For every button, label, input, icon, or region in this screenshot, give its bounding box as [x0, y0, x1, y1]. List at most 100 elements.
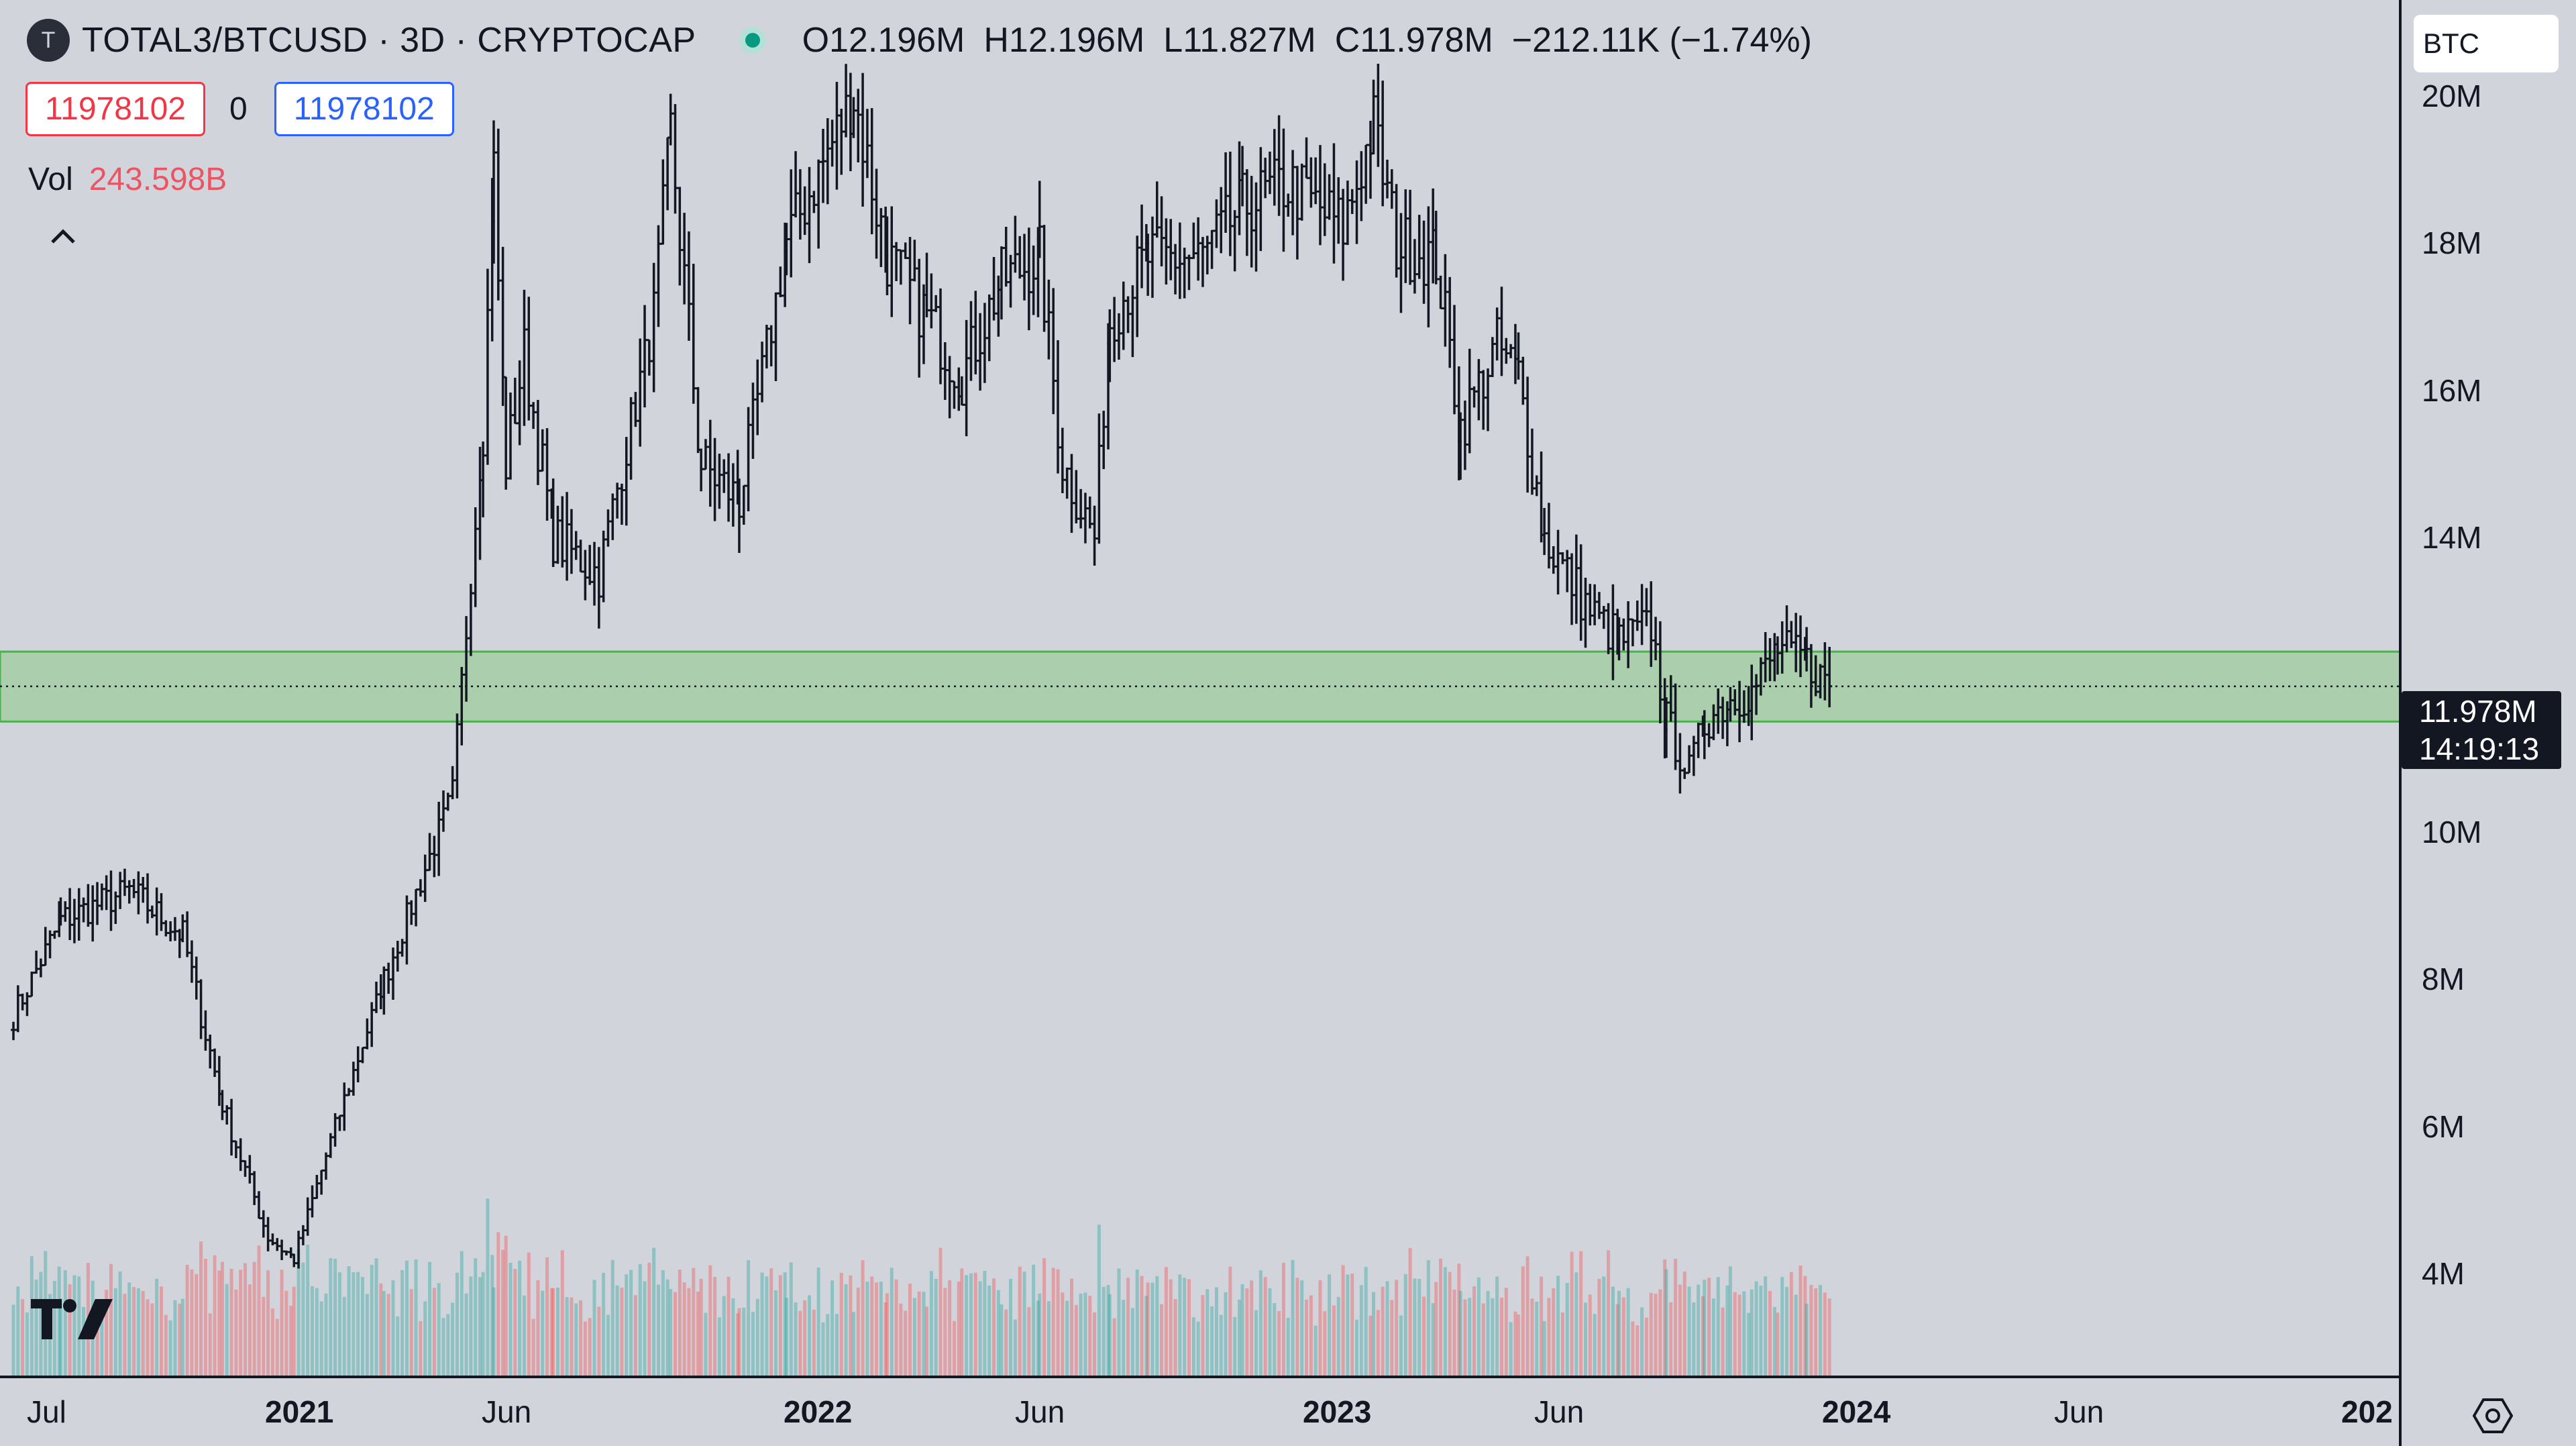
volume-bar [82, 1306, 86, 1377]
volume-bar [1443, 1267, 1447, 1377]
volume-bar [687, 1288, 691, 1377]
volume-bar [1009, 1278, 1013, 1377]
volume-bar [656, 1284, 660, 1377]
volume-bar [1687, 1286, 1691, 1377]
volume-bar [289, 1305, 293, 1377]
volume-bar [1368, 1315, 1373, 1377]
volume-bar [638, 1264, 642, 1377]
volume-bar [602, 1272, 606, 1377]
volume-bar [1716, 1277, 1720, 1377]
volume-bar [1390, 1300, 1394, 1377]
volume-bar [765, 1276, 769, 1377]
volume-bar [865, 1281, 869, 1377]
volume-bar [1350, 1274, 1354, 1377]
volume-bar [266, 1270, 270, 1377]
volume-bar [141, 1291, 145, 1377]
volume-bar [379, 1283, 383, 1377]
volume-bar [391, 1280, 395, 1377]
volume-bar [1051, 1268, 1055, 1377]
settings-gear-icon[interactable] [2472, 1397, 2514, 1438]
volume-bar [1495, 1276, 1499, 1377]
volume-bar [960, 1268, 964, 1377]
volume-bar [1768, 1290, 1772, 1377]
volume-bar [1385, 1281, 1389, 1377]
volume-bar [248, 1284, 252, 1377]
volume-bar [1463, 1299, 1467, 1377]
volume-bar [789, 1262, 793, 1377]
volume-bar [826, 1314, 830, 1377]
volume-bar [208, 1313, 212, 1377]
open-value: O12.196M [802, 21, 965, 60]
volume-bar [1258, 1270, 1263, 1377]
volume-bar [1737, 1294, 1741, 1377]
volume-bar [717, 1317, 721, 1377]
volume-bar [1711, 1298, 1715, 1377]
volume-bar [518, 1260, 522, 1377]
symbol-logo-icon[interactable]: T [27, 19, 70, 62]
volume-bar [1130, 1308, 1134, 1377]
volume-bar [713, 1276, 717, 1377]
volume-bar [419, 1321, 423, 1377]
volume-bar [1663, 1259, 1667, 1377]
volume-bar [352, 1272, 356, 1377]
volume-bar [1065, 1300, 1069, 1377]
volume-bar [123, 1294, 127, 1377]
volume-bar [1434, 1282, 1438, 1377]
volume-legend[interactable]: Vol 243.598B [28, 161, 227, 198]
tradingview-logo-icon[interactable] [31, 1298, 113, 1344]
volume-bar [315, 1288, 319, 1377]
volume-bar [839, 1272, 843, 1377]
buy-button[interactable]: 11978102 [274, 82, 454, 136]
volume-bar [437, 1283, 441, 1377]
volume-bar [536, 1280, 540, 1377]
volume-bar [1491, 1298, 1495, 1377]
volume-bar [551, 1288, 555, 1377]
time-axis-label: 2024 [1822, 1394, 1891, 1429]
volume-bar [1542, 1321, 1546, 1377]
volume-bar [1173, 1299, 1177, 1377]
volume-bar [1658, 1289, 1662, 1377]
volume-bar [904, 1310, 908, 1377]
volume-bar [361, 1276, 365, 1377]
volume-bar [225, 1284, 229, 1377]
volume-bar [173, 1300, 177, 1377]
volume-bar [661, 1270, 665, 1377]
volume-bar [1169, 1279, 1173, 1377]
volume-bar [570, 1297, 574, 1377]
volume-bar [1079, 1293, 1083, 1377]
volume-bar [1701, 1296, 1705, 1377]
volume-bar [1313, 1325, 1318, 1377]
support-zone[interactable] [0, 650, 2402, 723]
volume-bar [522, 1295, 526, 1377]
volume-bar [1263, 1277, 1267, 1377]
volume-bar [1150, 1282, 1155, 1377]
symbol-title[interactable]: TOTAL3/BTCUSD · 3D · CRYPTOCAP [82, 21, 696, 60]
volume-bar [917, 1291, 921, 1377]
volume-bar [164, 1314, 168, 1377]
volume-bar [1472, 1286, 1477, 1377]
volume-bar [784, 1298, 788, 1377]
volume-bar [531, 1319, 535, 1377]
volume-bar [105, 1290, 109, 1377]
volume-bar [794, 1302, 798, 1377]
volume-bar [262, 1296, 266, 1377]
volume-bar [446, 1314, 450, 1377]
volume-bar [1381, 1286, 1385, 1377]
market-status-icon[interactable] [739, 27, 766, 54]
volume-bar [1525, 1256, 1529, 1377]
currency-selector[interactable]: BTC [2414, 15, 2559, 72]
volume-bar [1789, 1272, 1793, 1377]
volume-bar [1422, 1296, 1426, 1377]
volume-bar [155, 1278, 159, 1377]
volume-bar [1678, 1284, 1682, 1377]
sell-button[interactable]: 11978102 [25, 82, 205, 136]
chevron-up-icon[interactable] [50, 220, 76, 254]
volume-bar [856, 1287, 860, 1377]
volume-bar [109, 1263, 113, 1377]
volume-bar [1574, 1272, 1578, 1377]
volume-bar [1669, 1302, 1673, 1377]
volume-bar [625, 1274, 629, 1377]
volume-bar [574, 1303, 578, 1377]
ohlc-values: O12.196M H12.196M L11.827M C11.978M −212.11K… [802, 20, 1831, 60]
